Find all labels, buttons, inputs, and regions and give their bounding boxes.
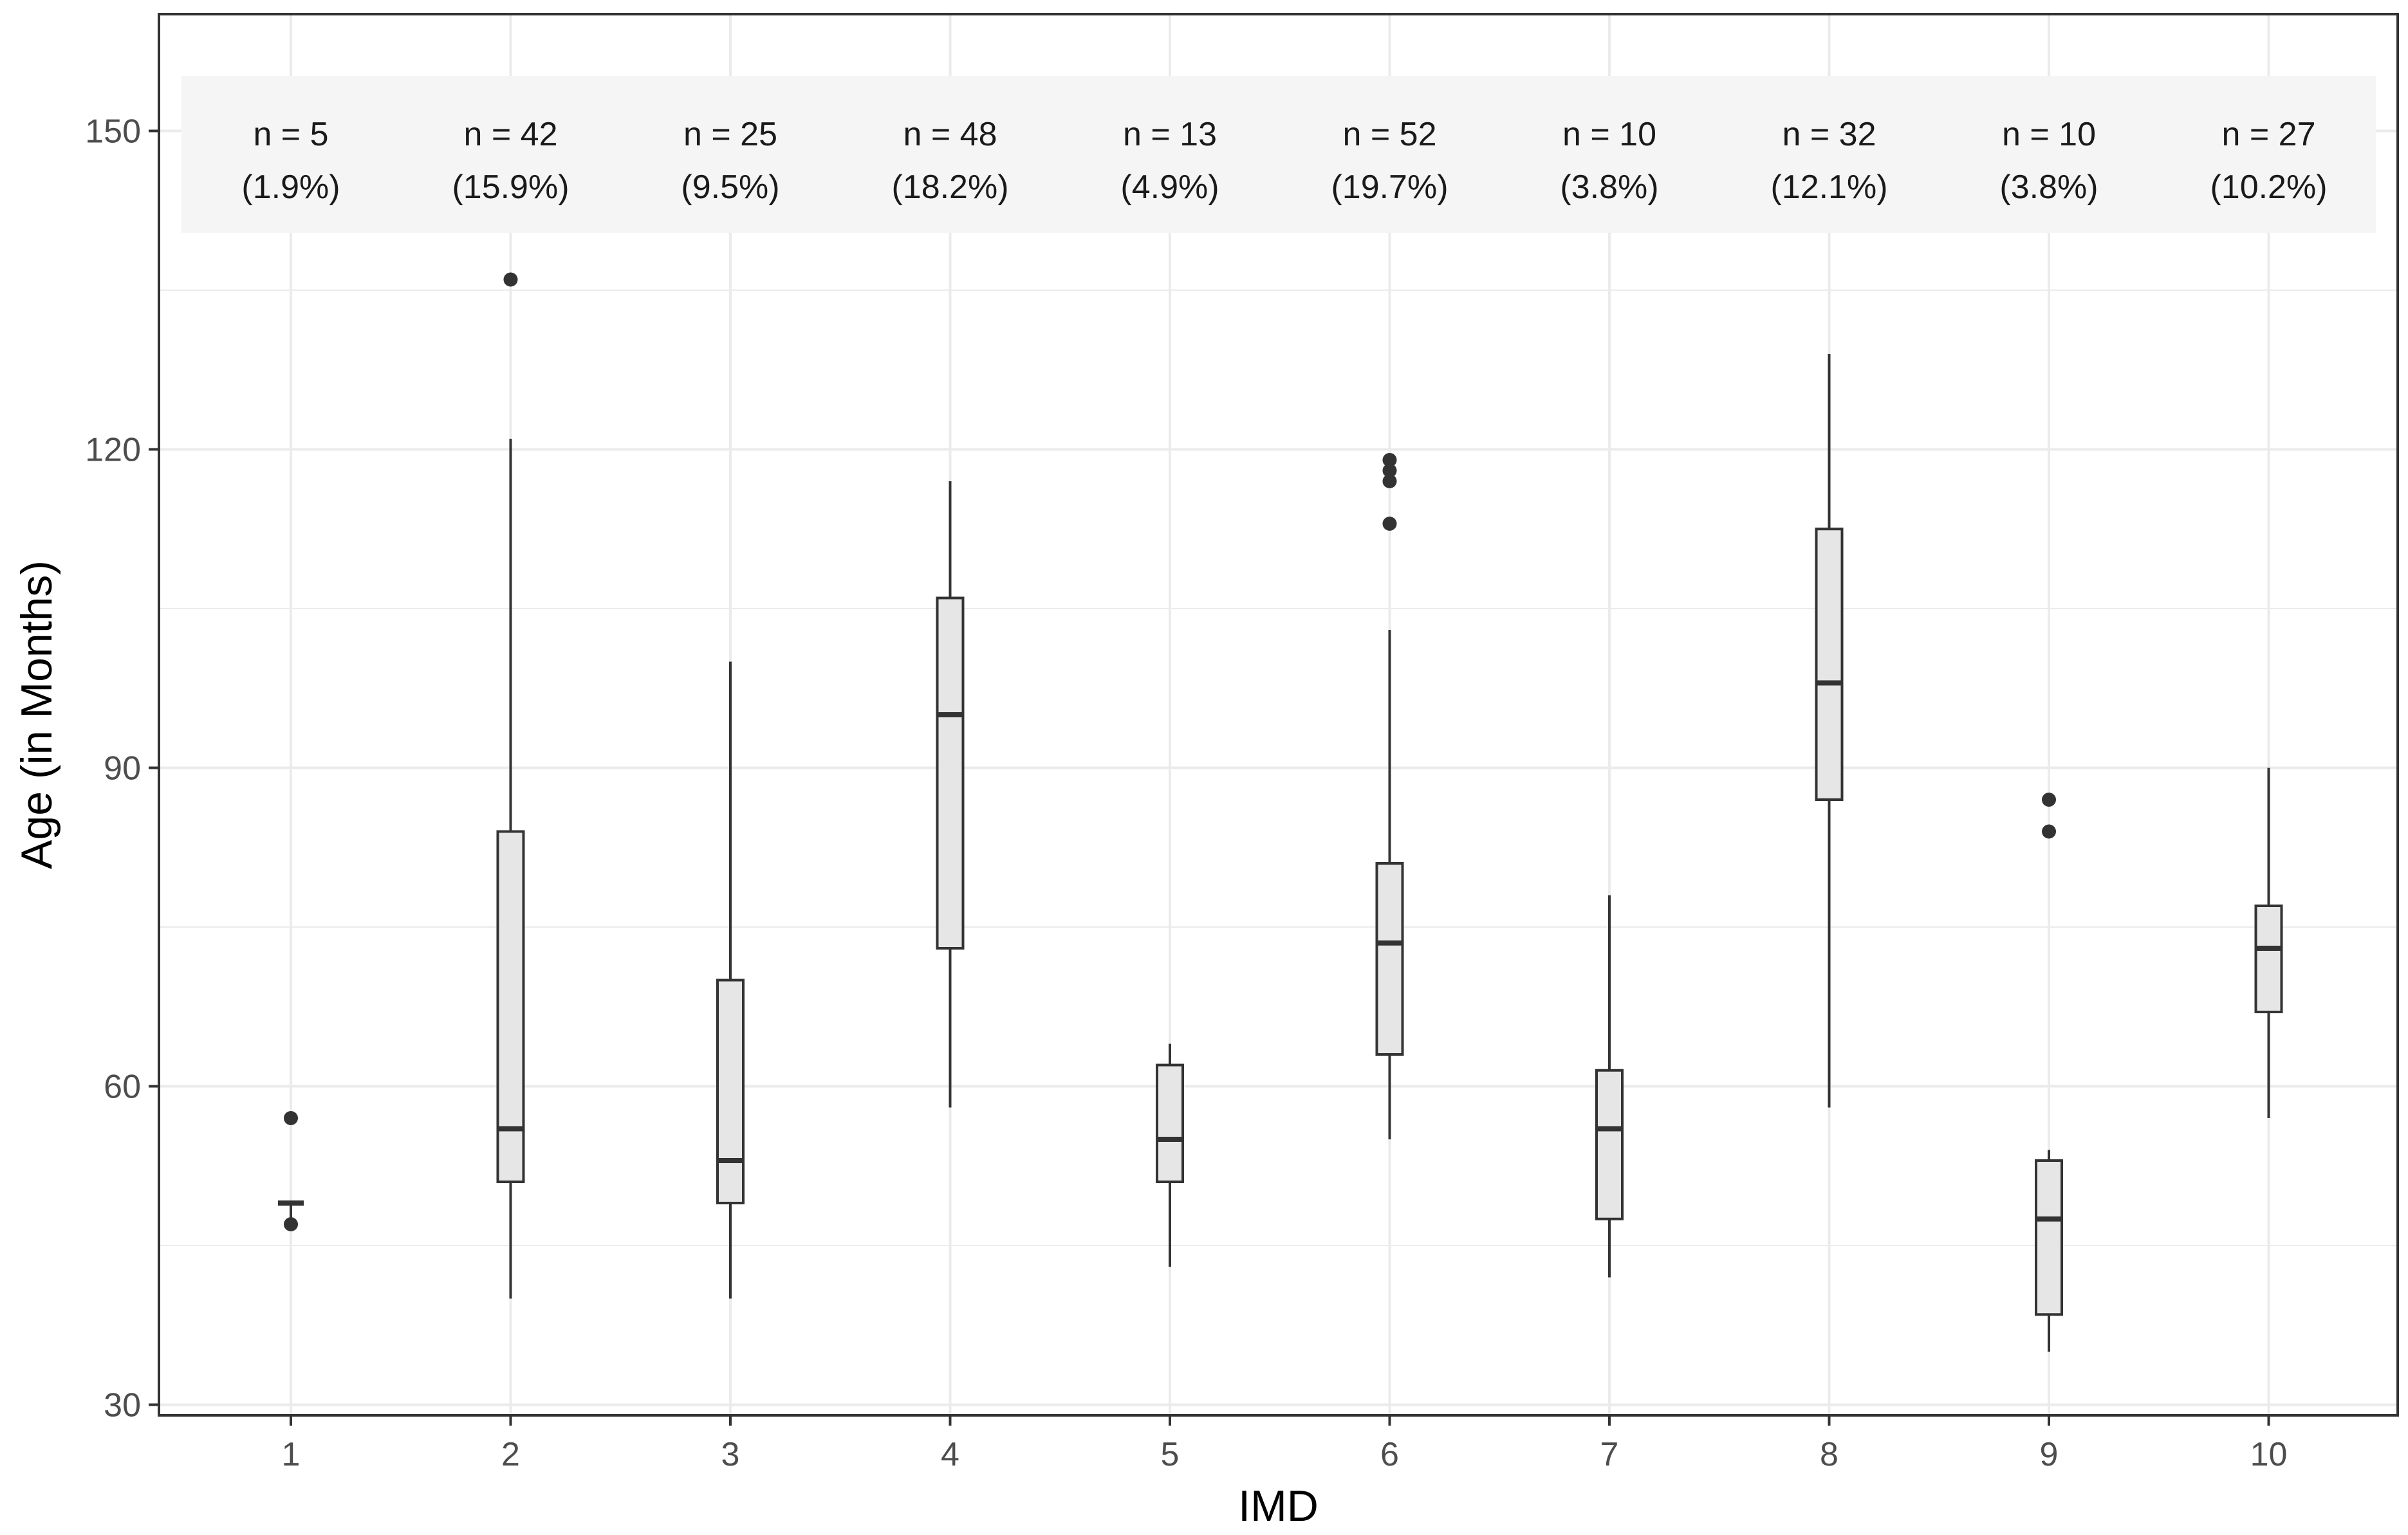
outlier-point	[503, 272, 518, 287]
y-axis: 30 60 90 120 150	[85, 113, 159, 1424]
box-body	[1375, 862, 1404, 1056]
percent-label: (18.2%)	[891, 169, 1008, 206]
x-tick-label: 1	[282, 1436, 301, 1473]
box-body	[1595, 1069, 1624, 1220]
panel-border-rect	[158, 13, 2399, 1417]
count-label: n = 10	[2002, 116, 2096, 153]
plot-panel	[159, 14, 2398, 1415]
box-body	[716, 979, 745, 1204]
panel-background	[159, 14, 2398, 1415]
panel-border	[158, 13, 2399, 1417]
x-tick-label: 9	[2040, 1436, 2059, 1473]
outlier-point	[1382, 517, 1397, 531]
box-body	[496, 830, 525, 1183]
outlier-point	[1382, 453, 1397, 467]
percent-label: (19.7%)	[1331, 169, 1448, 206]
x-tick-label: 2	[501, 1436, 520, 1473]
count-label: n = 13	[1123, 116, 1217, 153]
count-label: n = 32	[1782, 116, 1876, 153]
percent-label: (3.8%)	[1999, 169, 2098, 206]
outlier-point	[1382, 474, 1397, 488]
outlier-point	[2042, 793, 2056, 807]
outlier-point	[284, 1217, 298, 1231]
box-5	[1156, 1043, 1184, 1267]
count-label: n = 48	[903, 116, 997, 153]
x-axis-title: IMD	[1238, 1482, 1319, 1530]
y-tick-label: 60	[104, 1069, 141, 1106]
box-9	[2035, 793, 2063, 1352]
box-7	[1595, 895, 1624, 1278]
box-1	[278, 1111, 304, 1231]
box-body	[2035, 1159, 2063, 1316]
box-body	[2254, 905, 2283, 1013]
count-label: n = 52	[1342, 116, 1436, 153]
x-tick-label: 6	[1380, 1436, 1399, 1473]
y-axis-title: Age (in Months)	[12, 560, 61, 869]
count-label: n = 42	[463, 116, 557, 153]
boxes-layer	[278, 272, 2283, 1352]
outlier-point	[284, 1111, 298, 1125]
x-tick-label: 10	[2250, 1436, 2288, 1473]
count-label: n = 10	[1562, 116, 1656, 153]
percent-label: (1.9%)	[241, 169, 340, 206]
box-3	[716, 661, 745, 1299]
x-axis: 1 2 3 4 5 6 7 8 9 10	[282, 1415, 2288, 1473]
box-body	[1156, 1063, 1184, 1183]
x-tick-label: 7	[1600, 1436, 1619, 1473]
count-label: n = 27	[2221, 116, 2315, 153]
outlier-point	[1382, 463, 1397, 478]
y-tick-label: 120	[85, 432, 141, 469]
annotation-band-background	[181, 76, 2376, 233]
annotation-band: n = 5 (1.9%) n = 42 (15.9%) n = 25 (9.5%) n = …	[181, 76, 2376, 233]
percent-label: (4.9%)	[1120, 169, 1219, 206]
box-6	[1375, 453, 1404, 1139]
percent-label: (10.2%)	[2210, 169, 2327, 206]
box-2	[496, 272, 525, 1299]
box-body	[1815, 528, 1844, 801]
box-body	[936, 596, 965, 950]
count-label: n = 25	[683, 116, 777, 153]
percent-label: (15.9%)	[452, 169, 569, 206]
x-tick-label: 4	[941, 1436, 959, 1473]
box-10	[2254, 768, 2283, 1118]
x-tick-label: 5	[1161, 1436, 1180, 1473]
box-8	[1815, 354, 1844, 1108]
outlier-point	[2042, 824, 2056, 839]
x-tick-label: 3	[721, 1436, 740, 1473]
percent-label: (9.5%)	[681, 169, 779, 206]
count-label: n = 5	[253, 116, 328, 153]
y-tick-label: 150	[85, 113, 141, 151]
box-4	[936, 481, 965, 1108]
y-tick-label: 30	[104, 1387, 141, 1424]
y-tick-label: 90	[104, 750, 141, 787]
percent-label: (12.1%)	[1770, 169, 1887, 206]
percent-label: (3.8%)	[1560, 169, 1658, 206]
x-tick-label: 8	[1820, 1436, 1838, 1473]
